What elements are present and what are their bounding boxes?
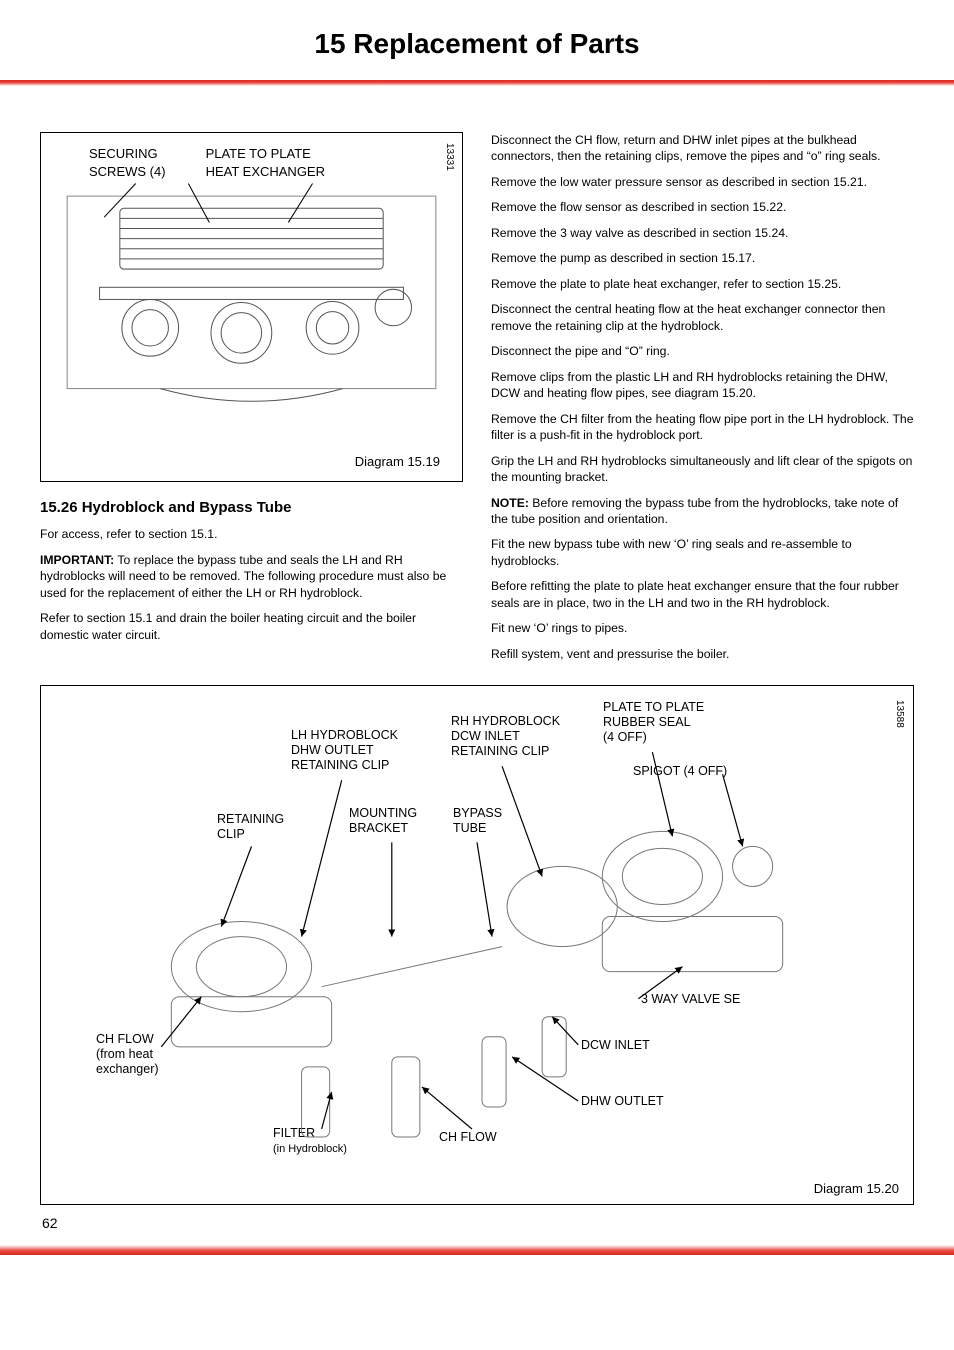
footer-rule — [0, 1245, 954, 1255]
body-text: Remove the flow sensor as described in s… — [491, 199, 914, 215]
label-dhw-outlet: DHW OUTLET — [581, 1094, 664, 1109]
label-bypass-tube: BYPASS TUBE — [453, 806, 502, 836]
mechanical-sketch-icon — [53, 186, 450, 449]
figure-ref: 13588 — [894, 700, 905, 728]
body-text: Grip the LH and RH hydroblocks simultane… — [491, 453, 914, 486]
diagram-15-19: 13331 SECURING SCREWS (4) PLATE TO PLATE… — [40, 132, 463, 482]
label-plate-to-plate: PLATE TO PLATE HEAT EXCHANGER — [206, 145, 325, 180]
label-mounting-bracket: MOUNTING BRACKET — [349, 806, 417, 836]
label-ch-flow: CH FLOW — [439, 1130, 497, 1145]
exploded-sketch-icon — [41, 686, 913, 1207]
header-rule — [0, 80, 954, 86]
diagram-caption: Diagram 15.20 — [814, 1181, 899, 1196]
body-text: Remove the CH filter from the heating fl… — [491, 411, 914, 444]
body-text: Disconnect the CH flow, return and DHW i… — [491, 132, 914, 165]
body-text: IMPORTANT: To replace the bypass tube an… — [40, 552, 463, 601]
label-plate-rubber-seal: PLATE TO PLATE RUBBER SEAL (4 OFF) — [603, 700, 704, 745]
label-spigot: SPIGOT (4 OFF) — [633, 764, 727, 779]
diagram-15-20: 13588 LH HYDROBLOCK DHW OUTLET RETAINING… — [40, 685, 914, 1205]
label-ch-flow-from: CH FLOW (from heat exchanger) — [96, 1032, 159, 1077]
body-text: Remove clips from the plastic LH and RH … — [491, 369, 914, 402]
body-text: Disconnect the central heating flow at t… — [491, 301, 914, 334]
body-text: NOTE: Before removing the bypass tube fr… — [491, 495, 914, 528]
right-column: Disconnect the CH flow, return and DHW i… — [491, 132, 914, 671]
body-text: Disconnect the pipe and “O” ring. — [491, 343, 914, 359]
body-text: Remove the low water pressure sensor as … — [491, 174, 914, 190]
label-rh-hydroblock: RH HYDROBLOCK DCW INLET RETAINING CLIP — [451, 714, 560, 759]
label-filter: FILTER (in Hydroblock) — [273, 1126, 347, 1156]
label-dcw-inlet: DCW INLET — [581, 1038, 650, 1053]
body-text: Refill system, vent and pressurise the b… — [491, 646, 914, 662]
left-column: 13331 SECURING SCREWS (4) PLATE TO PLATE… — [40, 132, 463, 671]
page-number: 62 — [42, 1215, 914, 1231]
diagram-caption: Diagram 15.19 — [53, 449, 450, 477]
label-securing-screws: SECURING SCREWS (4) — [89, 145, 166, 180]
figure-ref: 13331 — [443, 143, 457, 171]
body-text: Fit new ‘O’ rings to pipes. — [491, 620, 914, 636]
body-text: Remove the plate to plate heat exchanger… — [491, 276, 914, 292]
body-text: Remove the 3 way valve as described in s… — [491, 225, 914, 241]
body-text: Before refitting the plate to plate heat… — [491, 578, 914, 611]
label-3-way-valve: 3 WAY VALVE SE — [641, 992, 740, 1007]
body-text: Remove the pump as described in section … — [491, 250, 914, 266]
label-lh-hydroblock: LH HYDROBLOCK DHW OUTLET RETAINING CLIP — [291, 728, 398, 773]
body-text: Fit the new bypass tube with new ‘O’ rin… — [491, 536, 914, 569]
label-retaining-clip: RETAINING CLIP — [217, 812, 284, 842]
section-heading: 15.26 Hydroblock and Bypass Tube — [40, 498, 463, 518]
body-text: Refer to section 15.1 and drain the boil… — [40, 610, 463, 643]
page-title: 15 Replacement of Parts — [40, 28, 914, 60]
body-text: For access, refer to section 15.1. — [40, 526, 463, 542]
